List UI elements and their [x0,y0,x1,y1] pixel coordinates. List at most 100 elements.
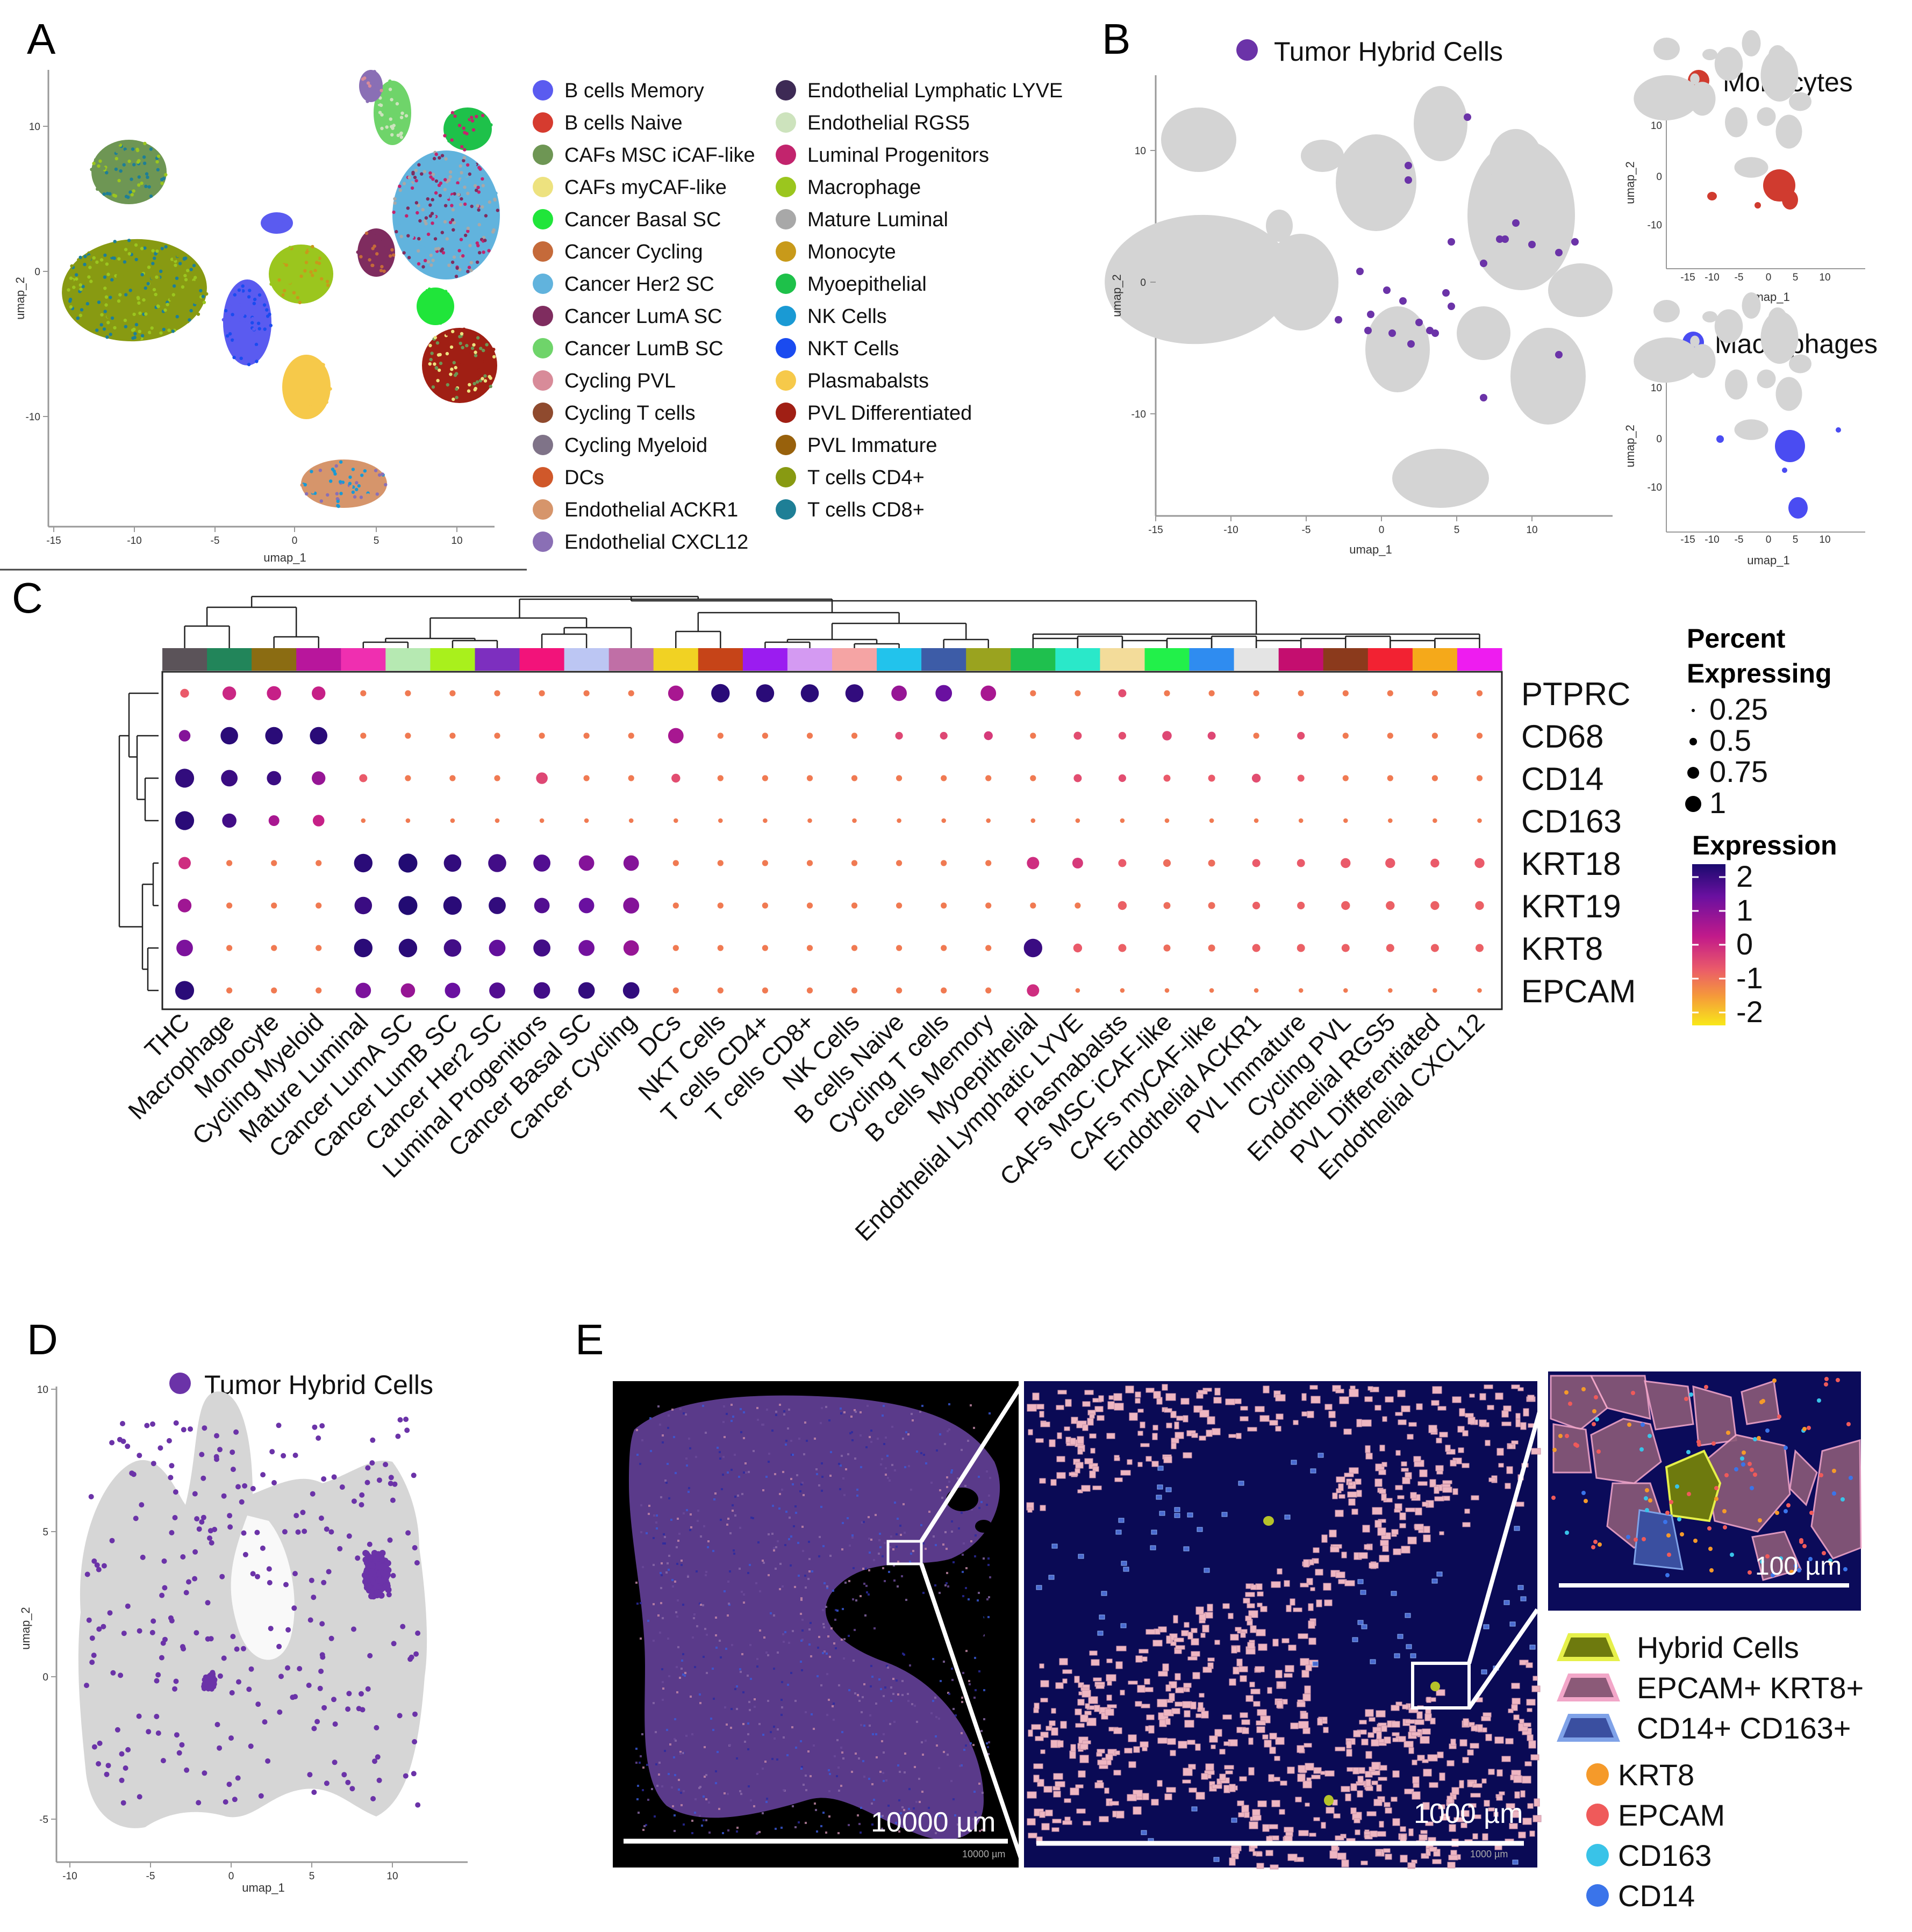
dot-KRT18-25 [1297,859,1305,867]
epithelial-cell [1163,1456,1172,1463]
tissue-pixel [986,1598,989,1600]
tissue-pixel [679,1408,682,1410]
tissue-pixel [698,1787,700,1789]
cell-point [134,168,138,172]
cell-point [310,409,313,413]
tissue-pixel [662,1681,664,1683]
hybrid-cell-point [349,1786,355,1792]
epithelial-cell [1520,1422,1527,1430]
tissue-pixel [863,1776,865,1778]
epithelial-cell [1240,1712,1248,1718]
cell-point [164,173,168,177]
hybrid-cell-point [228,1735,234,1741]
epithelial-cell [1392,1732,1400,1736]
cell-point [416,225,419,229]
epithelial-cell [1170,1641,1177,1646]
epithelial-cell [1460,1810,1470,1817]
dot-KRT8-13 [762,945,768,951]
tissue-pixel [718,1808,720,1810]
hybrid-cell-point [351,1626,356,1632]
dot-CD163-16 [897,818,901,823]
tissue-pixel [691,1733,693,1735]
tissue-pixel [943,1661,945,1663]
epithelial-cell [1135,1655,1143,1663]
cell-point [456,234,460,238]
cell-point [475,260,479,264]
cell-point [124,251,127,255]
epithelial-cell [1414,1719,1424,1725]
legend-label: Myoepithelial [807,273,927,296]
cell-point [477,140,482,145]
epithelial-cell [1191,1651,1200,1657]
cell-point [450,204,454,207]
tissue-pixel [684,1672,686,1674]
dot-KRT8-28 [1430,944,1439,952]
transcript-dot [1757,1436,1761,1440]
dot-CD14-9 [583,775,590,781]
epithelial-cell [1305,1664,1312,1671]
epithelial-cell [1528,1740,1536,1749]
hybrid-cell-point [311,1595,317,1600]
hybrid-cell [1430,1682,1440,1691]
epithelial-cell [1105,1754,1113,1761]
epithelial-cell [1268,1774,1274,1782]
tissue-pixel [681,1560,683,1562]
transcript-dot [1644,1496,1648,1500]
cell-point [450,367,454,371]
cell-point [322,369,326,373]
cell-point [483,239,487,242]
epithelial-cell [1415,1507,1422,1516]
dot-KRT19-26 [1341,901,1350,910]
tissue-hole [975,1520,992,1533]
cell-point [87,259,91,263]
cell-point [130,177,133,181]
tissue-pixel [712,1729,714,1731]
tissue-pixel [790,1672,792,1674]
epithelial-cell [1253,1701,1261,1707]
hybrid-cell-point [214,1722,220,1727]
y-tick-label: 0 [34,267,40,278]
legend-swatch [776,306,796,326]
transcript-dot [1626,1535,1630,1539]
epithelial-cell [1027,1507,1033,1513]
cell-point [447,178,451,182]
cell-point [399,116,404,119]
tissue-pixel [897,1561,899,1563]
epithelial-cell [1135,1391,1141,1398]
tissue-pixel [681,1660,683,1662]
cell-point [282,216,286,220]
cell-point [474,184,477,188]
umap-region [1725,107,1748,138]
dot-EPCAM-4 [355,982,371,999]
epithelial-cell [1493,1812,1499,1817]
epithelial-cell [1094,1406,1104,1412]
cell-point [192,281,196,284]
cell-point [458,335,462,339]
cell-point [443,300,447,304]
epithelial-cell [1359,1720,1367,1725]
epithelial-cell [1431,1400,1440,1406]
celltype-color-cell [1323,648,1369,671]
tissue-pixel [699,1815,701,1817]
tissue-pixel [947,1430,949,1432]
epithelial-cell [1097,1749,1105,1754]
epithelial-cell [1170,1750,1176,1756]
tissue-pixel [938,1718,940,1720]
epithelial-cell [1248,1737,1254,1745]
epithelial-cell [1033,1763,1043,1769]
hybrid-cell-point [376,1777,382,1783]
dot-CD163-20 [1075,818,1080,823]
tissue-pixel [847,1517,849,1519]
cell-point [298,412,302,416]
epithelial-cell [1089,1470,1096,1478]
epithelial-cell [1057,1740,1064,1748]
tissue-pixel [699,1693,701,1696]
epithelial-cell [1260,1606,1267,1612]
tissue-pixel [739,1568,741,1570]
tissue-pixel [657,1405,660,1407]
cell-point [153,256,156,260]
epithelial-cell [1338,1483,1344,1491]
tissue-pixel [987,1564,990,1566]
cell-point [296,377,300,382]
tissue-pixel [807,1578,810,1580]
